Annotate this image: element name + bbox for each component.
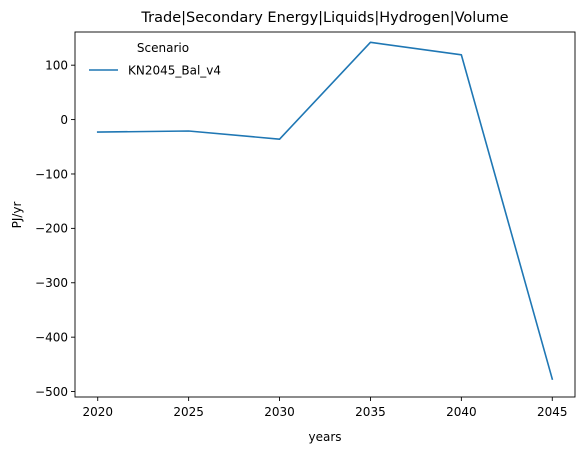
x-axis-label: years — [308, 430, 341, 444]
series-layer — [96, 41, 554, 381]
legend-entry-label: KN2045_Bal_v4 — [128, 64, 221, 78]
y-tick-label: −300 — [35, 276, 68, 290]
y-tick-label: −100 — [35, 167, 68, 181]
x-tick-label: 2025 — [173, 405, 204, 419]
x-tick-label: 2035 — [355, 405, 386, 419]
x-tick-label: 2030 — [264, 405, 295, 419]
y-axis-ticks: 100 0 −100 −200 −300 −400 −500 — [35, 58, 75, 399]
x-tick-label: 2020 — [82, 405, 113, 419]
y-tick-label: −400 — [35, 330, 68, 344]
legend-title: Scenario — [137, 41, 189, 55]
series-line — [96, 41, 554, 381]
legend: Scenario KN2045_Bal_v4 — [89, 41, 221, 78]
chart-title: Trade|Secondary Energy|Liquids|Hydrogen|… — [140, 10, 508, 26]
y-tick-label: 0 — [60, 113, 68, 127]
x-axis-ticks: 2020 2025 2030 2035 2040 2045 — [82, 397, 568, 419]
y-tick-label: −500 — [35, 385, 68, 399]
y-axis-label: PJ/yr — [10, 202, 24, 229]
plot-area-frame — [74, 31, 576, 398]
y-tick-label: −200 — [35, 222, 68, 236]
x-tick-label: 2040 — [446, 405, 477, 419]
x-tick-label: 2045 — [537, 405, 568, 419]
y-tick-label: 100 — [45, 58, 68, 72]
